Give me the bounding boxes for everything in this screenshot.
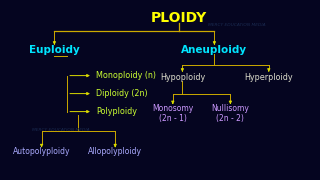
Text: PLOIDY: PLOIDY (151, 11, 207, 25)
Text: Hyperploidy: Hyperploidy (244, 73, 293, 82)
Text: Monoploidy (n): Monoploidy (n) (96, 71, 156, 80)
Text: MERCY EDUCATION MEDIA: MERCY EDUCATION MEDIA (32, 128, 90, 132)
Text: Monosomy
(2n - 1): Monosomy (2n - 1) (152, 104, 193, 123)
Text: Hypoploidy: Hypoploidy (160, 73, 205, 82)
Text: Aneuploidy: Aneuploidy (181, 45, 247, 55)
Text: MERCY EDUCATION MEDIA: MERCY EDUCATION MEDIA (208, 23, 266, 27)
Text: Allopolyploidy: Allopolyploidy (88, 147, 142, 156)
Text: Autopolyploidy: Autopolyploidy (13, 147, 70, 156)
Text: Euploidy: Euploidy (29, 45, 80, 55)
Text: Nullisomy
(2n - 2): Nullisomy (2n - 2) (212, 104, 249, 123)
Text: Diploidy (2n): Diploidy (2n) (96, 89, 148, 98)
Text: Polyploidy: Polyploidy (96, 107, 137, 116)
